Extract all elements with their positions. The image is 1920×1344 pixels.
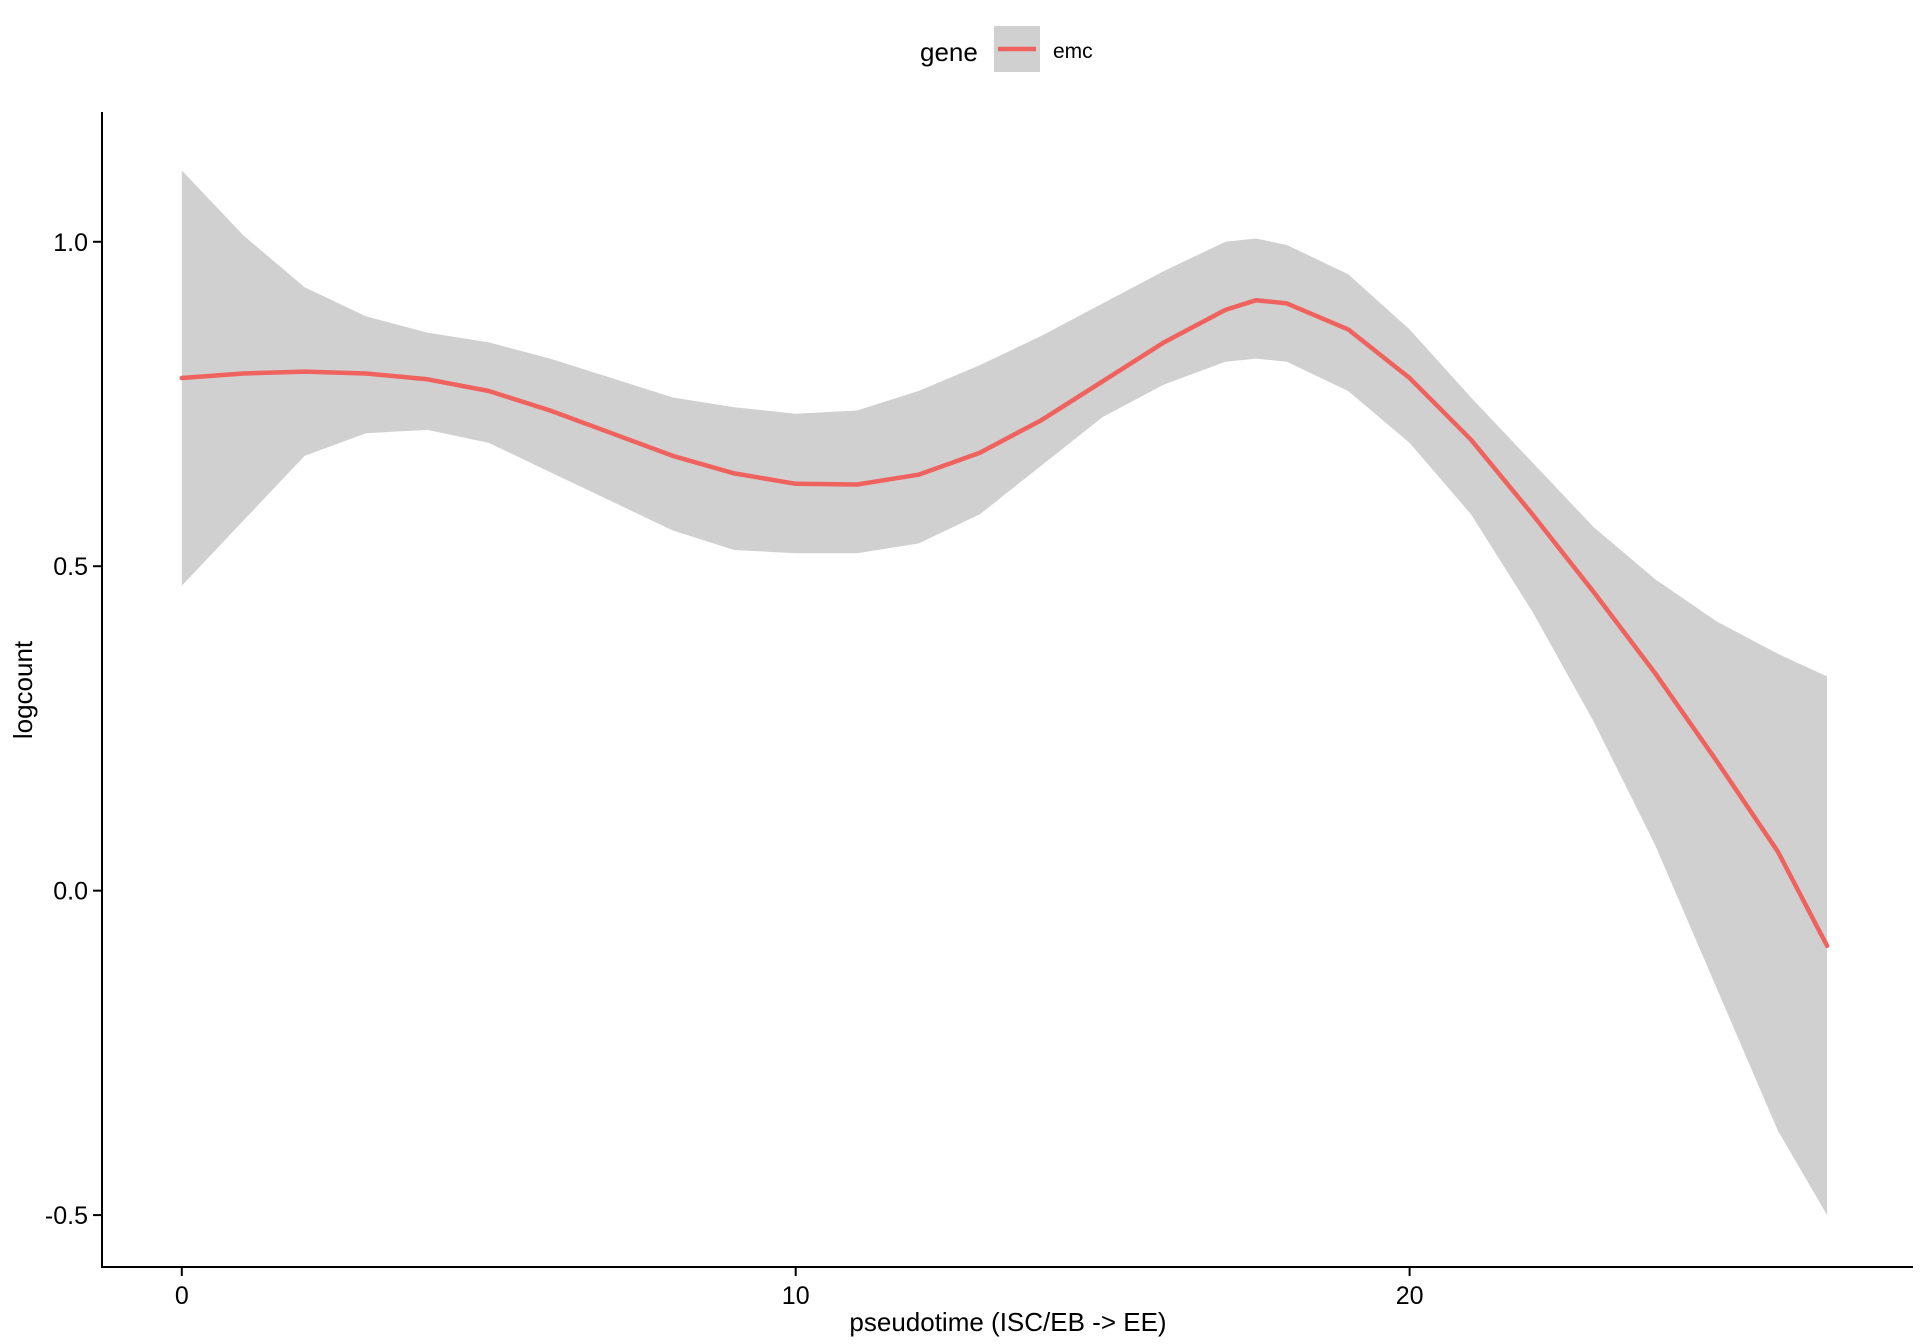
- legend: gene emc: [920, 26, 1093, 72]
- y-axis-ticks: -0.5 0.0 0.5 1.0: [45, 229, 102, 1230]
- confidence-band: [181, 170, 1828, 1216]
- x-axis-ticks: 0 10 20: [175, 1267, 1424, 1310]
- legend-label-emc: emc: [1053, 40, 1093, 63]
- y-tick-label: -0.5: [45, 1202, 88, 1230]
- y-tick-label: 0.0: [53, 878, 88, 906]
- y-axis-title: logcount: [8, 640, 38, 739]
- legend-title: gene: [920, 37, 978, 67]
- x-tick-label: 20: [1396, 1282, 1424, 1310]
- y-tick-label: 1.0: [53, 229, 88, 257]
- y-tick-label: 0.5: [53, 553, 88, 581]
- series-line-emc: [179, 297, 1830, 949]
- plot-area: [179, 170, 1830, 1216]
- x-tick-label: 10: [782, 1282, 810, 1310]
- x-axis-title: pseudotime (ISC/EB -> EE): [849, 1307, 1166, 1337]
- x-tick-label: 0: [175, 1282, 189, 1310]
